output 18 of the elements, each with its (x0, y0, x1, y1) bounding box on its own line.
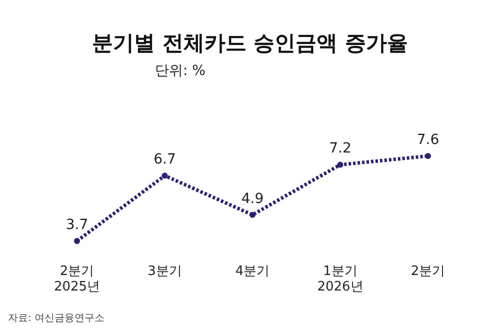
x-tick-label: 2분기 2025년 (54, 264, 100, 295)
text: 자료: 여신금융연구소 (8, 313, 105, 324)
data-label: 4.9 (241, 190, 264, 207)
x-tick-label: 3분기 (148, 264, 182, 279)
chart-subtitle: 단위: % (155, 63, 206, 79)
data-label: 3.7 (66, 217, 88, 233)
point (425, 153, 431, 159)
point (74, 238, 80, 244)
point (337, 162, 344, 168)
chart-title: 분기별 전체카드 승인금액 증가율 (92, 31, 408, 55)
point (162, 172, 168, 179)
x-tick-label: 4분기 (235, 264, 270, 279)
data-label: 7.6 (416, 132, 440, 148)
x-tick-label: 1분기 2026년 (317, 264, 364, 295)
x-tick-label: 2분기 (410, 264, 446, 279)
data-label: 7.2 (329, 140, 352, 157)
point (250, 212, 256, 218)
data-label: 6.7 (154, 152, 176, 168)
